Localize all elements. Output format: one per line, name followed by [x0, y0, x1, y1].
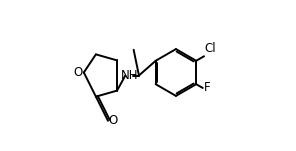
Text: F: F — [203, 81, 210, 95]
Text: O: O — [109, 114, 118, 127]
Text: O: O — [74, 66, 83, 79]
Text: NH: NH — [120, 69, 138, 82]
Text: Cl: Cl — [205, 42, 216, 55]
